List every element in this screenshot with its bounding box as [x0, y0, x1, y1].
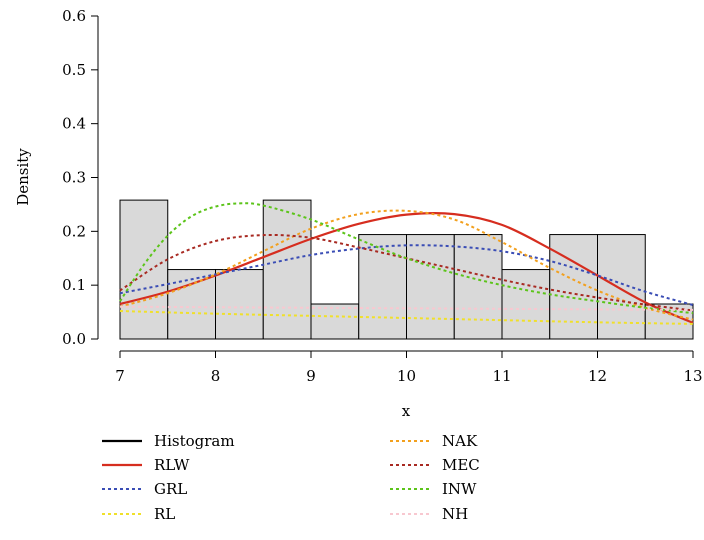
- x-axis-title: x: [402, 402, 411, 420]
- series-line-mec: [119, 233, 694, 312]
- legend-label-rlw: RLW: [154, 456, 190, 474]
- x-tick-label: 12: [588, 367, 607, 385]
- legend-label-rl: RL: [154, 505, 175, 523]
- legend-label-nak: NAK: [442, 432, 478, 450]
- histogram-bar: [262, 199, 312, 340]
- y-tick-label: 0.4: [62, 115, 86, 133]
- x-tick-label: 8: [211, 367, 221, 385]
- y-tick-label: 0.6: [62, 7, 86, 25]
- x-tick-label: 10: [397, 367, 416, 385]
- histogram-bar: [597, 234, 646, 340]
- y-tick-label: 0.0: [62, 330, 86, 348]
- plot-area: [119, 199, 694, 340]
- series-line-rlw: [119, 212, 694, 324]
- y-tick-label: 0.1: [62, 276, 86, 294]
- y-tick-label: 0.2: [62, 222, 86, 240]
- legend-label-nh: NH: [442, 505, 468, 523]
- histogram-bar: [358, 234, 407, 340]
- histogram-bar: [406, 234, 455, 340]
- legend: Histogram RLW GRL RL NAK MEC INW NH: [102, 432, 480, 523]
- legend-label-mec: MEC: [442, 456, 480, 474]
- legend-label-histogram: Histogram: [154, 432, 235, 450]
- legend-label-inw: INW: [442, 480, 477, 498]
- series-line-grl: [119, 244, 694, 307]
- x-tick-label: 7: [115, 367, 125, 385]
- histogram-bar: [310, 303, 360, 340]
- series-line-inw: [119, 202, 694, 315]
- histogram-bar: [453, 234, 503, 340]
- axes: Density x 0.0 0.1 0.2 0.3 0.4 0.5 0.6 7 8 9 10 11 12…: [14, 7, 703, 420]
- x-tick-label: 13: [683, 367, 702, 385]
- y-tick-label: 0.3: [62, 169, 86, 187]
- histogram-bar: [167, 269, 216, 340]
- y-axis-title: Density: [14, 148, 32, 206]
- x-tick-label: 9: [306, 367, 316, 385]
- y-tick-label: 0.5: [62, 61, 86, 79]
- histogram-bar: [501, 269, 551, 340]
- histogram-bar: [119, 199, 169, 340]
- histogram-bar: [215, 269, 264, 340]
- x-tick-label: 11: [492, 367, 511, 385]
- legend-label-grl: GRL: [154, 480, 187, 498]
